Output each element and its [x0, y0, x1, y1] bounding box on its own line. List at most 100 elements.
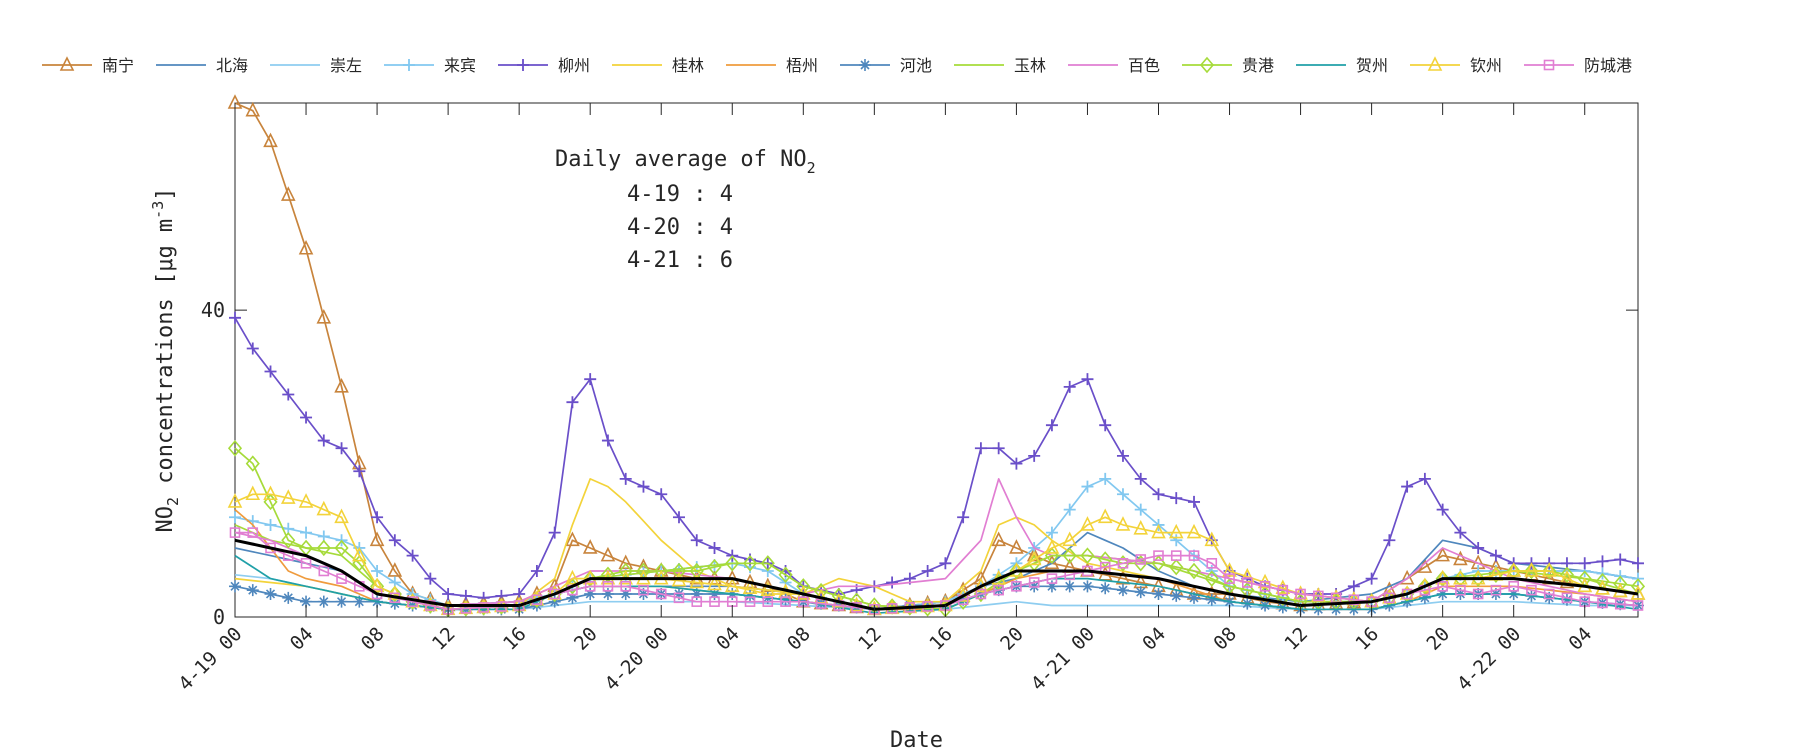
- data-point: [691, 596, 703, 607]
- data-point: [1062, 531, 1077, 547]
- data-point: [993, 584, 1004, 596]
- x-tick-label: 20: [570, 623, 602, 655]
- data-point: [281, 532, 296, 549]
- data-point: [565, 531, 580, 547]
- legend-item: 梧州: [726, 57, 818, 75]
- data-point: [1044, 554, 1060, 570]
- x-tick-label: 20: [996, 623, 1028, 655]
- data-point: [245, 101, 261, 117]
- series-南宁: [227, 94, 1646, 616]
- plot-frame: [234, 102, 1639, 618]
- data-point: [582, 539, 598, 554]
- data-point: [566, 396, 579, 409]
- data-point: [300, 411, 313, 424]
- data-point: [600, 546, 616, 562]
- data-point: [1489, 549, 1502, 562]
- data-point: [227, 493, 243, 508]
- data-point: [673, 592, 685, 604]
- data-point: [1188, 495, 1201, 508]
- legend-label: 防城港: [1584, 57, 1632, 75]
- data-point: [1115, 569, 1131, 585]
- data-point: [1241, 577, 1253, 588]
- data-point: [762, 596, 774, 607]
- data-point: [1506, 562, 1521, 577]
- data-point: [353, 465, 366, 478]
- legend-item: 贺州: [1296, 57, 1388, 75]
- x-tick-label: 08: [783, 623, 815, 655]
- data-point: [246, 584, 259, 597]
- data-point: [1435, 546, 1450, 562]
- data-point: [1009, 539, 1024, 554]
- data-point: [1116, 449, 1129, 462]
- data-point: [1508, 581, 1519, 592]
- data-point: [760, 555, 775, 572]
- data-point: [655, 488, 668, 501]
- data-point: [425, 600, 436, 611]
- data-point: [672, 511, 685, 524]
- data-point: [1080, 547, 1095, 564]
- data-point: [1099, 582, 1112, 595]
- data-point: [1453, 550, 1468, 566]
- data-point: [1347, 580, 1360, 593]
- data-point: [1559, 573, 1575, 589]
- legend-label: 贵港: [1242, 57, 1274, 75]
- series-贵港: [227, 439, 1646, 618]
- data-point: [263, 485, 278, 501]
- legend-item: 柳州: [498, 57, 590, 75]
- data-point: [1116, 488, 1129, 501]
- data-point: [1010, 457, 1023, 470]
- axis-layer: 4-19 00 04 08 12 16 204-20 00 04 08 12 16 204-21 0…: [149, 103, 1638, 753]
- data-point: [601, 587, 614, 600]
- data-point: [1490, 584, 1502, 596]
- legend-label: 百色: [1128, 57, 1160, 75]
- legend-item: 百色: [1068, 57, 1160, 75]
- data-point: [1188, 550, 1200, 561]
- data-point: [724, 577, 740, 593]
- data-point: [1541, 562, 1557, 577]
- legend-marker: [1427, 56, 1443, 71]
- legend-label: 梧州: [786, 57, 818, 75]
- data-point: [1170, 550, 1182, 561]
- data-point: [264, 518, 277, 531]
- data-point: [1186, 562, 1202, 580]
- annotation: Daily average of NO2 4-19 : 4 4-20 : 4 4-21…: [555, 147, 816, 273]
- series-柳州: [229, 311, 1644, 604]
- data-point: [1401, 480, 1414, 493]
- data-point: [991, 531, 1006, 547]
- x-tick-label: 16: [925, 623, 957, 655]
- data-point: [1313, 590, 1324, 602]
- data-point: [1117, 557, 1129, 569]
- data-point: [334, 539, 349, 557]
- data-point: [1116, 584, 1129, 597]
- data-point: [247, 527, 259, 538]
- x-tick-label: 4-19 00: [174, 623, 246, 695]
- data-point: [369, 577, 385, 593]
- series-mean: [234, 538, 1639, 611]
- x-tick-label: 08: [1209, 623, 1241, 655]
- x-tick-label: 04: [712, 623, 744, 655]
- legend: 南宁 北海 崇左 来宾 柳州 桂林 梧州 河池 玉林 百色 贵港 贺州 钦州 防城港: [42, 56, 1632, 75]
- data-point: [245, 455, 260, 472]
- data-point: [1295, 588, 1306, 600]
- data-point: [742, 579, 758, 595]
- data-point: [690, 587, 703, 600]
- data-point: [300, 526, 313, 539]
- data-point: [227, 439, 243, 457]
- data-point: [601, 434, 614, 447]
- data-point: [1399, 569, 1415, 585]
- data-point: [655, 588, 667, 600]
- data-point: [1063, 503, 1076, 516]
- data-point: [707, 575, 722, 591]
- data-point: [1275, 579, 1291, 595]
- legend-label: 北海: [216, 57, 248, 75]
- data-point: [335, 595, 348, 608]
- data-point: [1028, 449, 1041, 462]
- data-point: [353, 595, 366, 608]
- legend-label: 钦州: [1470, 57, 1502, 75]
- data-point: [1437, 581, 1448, 592]
- data-point: [336, 573, 347, 584]
- data-point: [709, 596, 720, 607]
- data-point: [1153, 550, 1164, 561]
- data-point: [1543, 588, 1555, 600]
- data-point: [1134, 586, 1147, 599]
